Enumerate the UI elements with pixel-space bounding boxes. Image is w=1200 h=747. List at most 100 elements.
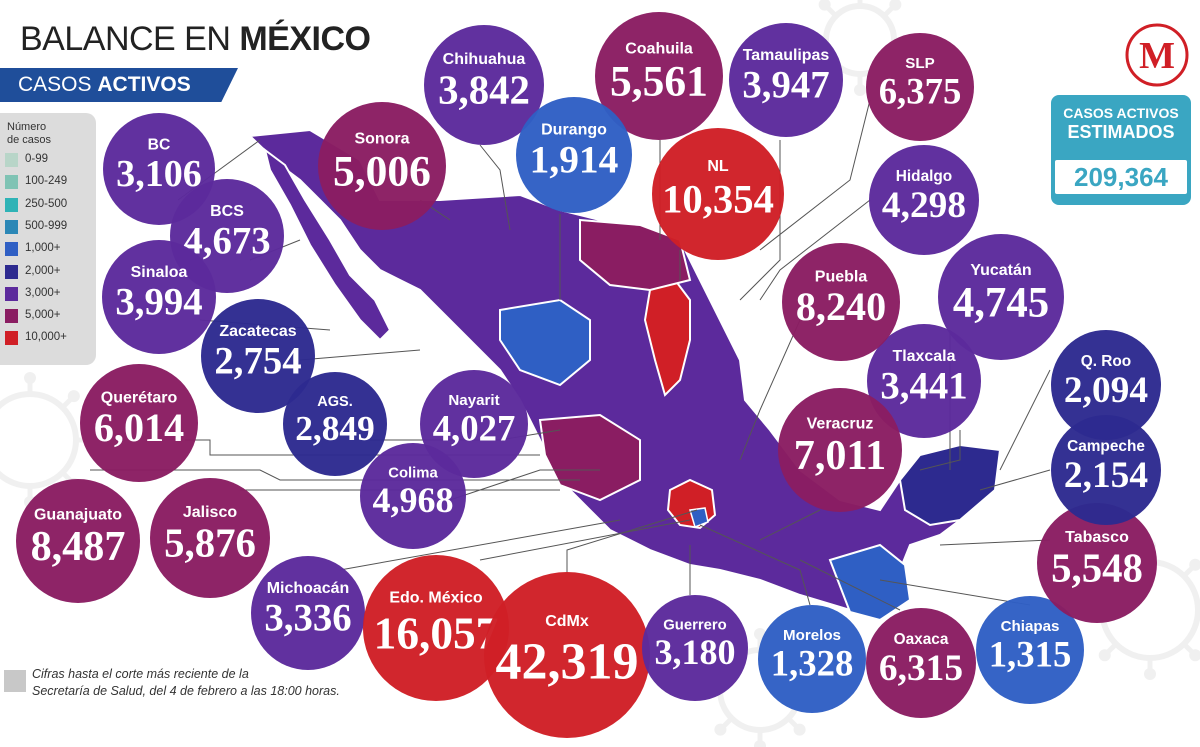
- bubble-value: 2,094: [1064, 370, 1148, 411]
- subtitle-banner: CASOS ACTIVOS: [0, 68, 238, 102]
- bubble-circle: [201, 299, 315, 413]
- bubble: CdMx 42,319: [484, 572, 650, 738]
- bubble-circle: [869, 145, 979, 255]
- total-value: 209,364: [1055, 160, 1187, 194]
- total-active-cases-box: CASOS ACTIVOS ESTIMADOS 209,364: [1051, 95, 1191, 205]
- leader-line: [999, 369, 1051, 471]
- bubble-value: 3,106: [116, 153, 202, 195]
- leader-line: [479, 144, 511, 231]
- legend-swatch: [5, 219, 18, 234]
- legend-item: 3,000+: [5, 284, 95, 304]
- bubble-circle: [484, 572, 650, 738]
- bubble-value: 6,375: [879, 71, 962, 112]
- bubble-circle: [866, 33, 974, 141]
- bubble: AGS.2,849: [283, 372, 387, 476]
- bubble-value: 4,968: [372, 480, 453, 520]
- bubble-value: 5,548: [1051, 545, 1143, 590]
- bubble-value: 3,842: [438, 67, 530, 112]
- legend-swatch: [5, 197, 18, 212]
- bubble-name: Sinaloa: [131, 264, 188, 281]
- legend-item: 250-500: [5, 195, 95, 215]
- bubble-name: Oaxaca: [894, 631, 949, 648]
- bubble-value: 1,315: [989, 634, 1072, 675]
- bubble-value: 5,006: [333, 148, 431, 196]
- legend-swatch: [5, 175, 18, 190]
- bubble-value: 5,876: [164, 520, 256, 565]
- map-yucatan-peninsula: [898, 443, 1002, 527]
- bubble-name: Tlaxcala: [893, 348, 956, 365]
- legend-label: 10,000+: [25, 331, 67, 344]
- map-morelos: [689, 507, 709, 528]
- legend: Número de casos 0-99 100-249 250-500 500-99…: [0, 113, 96, 365]
- legend-item: 10,000+: [5, 328, 95, 348]
- legend-swatch: [5, 309, 18, 324]
- bubble-circle: [80, 364, 198, 482]
- bubble-circle: [420, 370, 528, 478]
- bubble-circle: [866, 608, 976, 718]
- bubble-circle: [1051, 415, 1161, 525]
- legend-item: 2,000+: [5, 262, 95, 282]
- bubble-name: CdMx: [545, 613, 589, 630]
- bubble-name: NL: [707, 158, 729, 175]
- bubble-circle: [642, 595, 748, 701]
- leader-line: [739, 319, 801, 461]
- bubbles: BC3,106BCS4,673Sinaloa3,994Zacatecas2,75…: [16, 12, 1161, 738]
- bubble-circle: [424, 25, 544, 145]
- bubble-name: Morelos: [783, 627, 841, 644]
- bubble-value: 10,354: [662, 176, 774, 221]
- legend-swatch: [5, 153, 18, 167]
- leader-line: [759, 199, 871, 301]
- legend-item: 5,000+: [5, 306, 95, 326]
- leader-line: [479, 519, 691, 561]
- bubble-name: Chiapas: [1001, 618, 1060, 635]
- bubble-name: Sonora: [354, 131, 409, 148]
- bubble-circle: [938, 234, 1064, 360]
- bubble-value: 3,180: [654, 632, 735, 672]
- bubble-value: 2,849: [295, 408, 375, 448]
- bubble-name: Tabasco: [1065, 529, 1129, 546]
- bubble-name: BC: [148, 136, 171, 153]
- milenio-logo: M: [1125, 23, 1189, 87]
- bubble-value: 3,441: [880, 364, 967, 407]
- title-light: BALANCE EN: [20, 20, 231, 58]
- bubble-circle: [360, 443, 466, 549]
- bubble-value: 4,745: [953, 279, 1049, 326]
- leader-line: [799, 559, 901, 611]
- bubble-name: Q. Roo: [1081, 353, 1131, 370]
- bubble-name: Veracruz: [807, 415, 874, 432]
- bubble-value: 4,027: [433, 408, 516, 449]
- legend-title: Número de casos: [7, 121, 87, 147]
- bubble-value: 7,011: [794, 432, 887, 479]
- bubble-name: Hidalgo: [896, 168, 952, 185]
- leader-line: [339, 519, 621, 571]
- bubble: Edo. México 16,057: [363, 555, 509, 701]
- bubble-value: 6,315: [879, 648, 963, 689]
- legend-title-line2: de casos: [7, 134, 52, 146]
- bubble-name: Campeche: [1067, 438, 1145, 455]
- legend-label: 1,000+: [25, 242, 61, 255]
- bubble-value: 3,336: [264, 596, 351, 639]
- legend-swatch: [5, 331, 18, 346]
- bubble-name: BCS: [210, 203, 244, 220]
- bubble-value: 3,947: [742, 63, 829, 106]
- bubble-name: Zacatecas: [219, 323, 296, 340]
- leader-line: [879, 579, 1031, 606]
- legend-swatch: [5, 264, 18, 279]
- bubble-value: 6,014: [94, 405, 184, 450]
- legend-swatch: [5, 286, 18, 301]
- bubble-value: 5,561: [610, 58, 708, 106]
